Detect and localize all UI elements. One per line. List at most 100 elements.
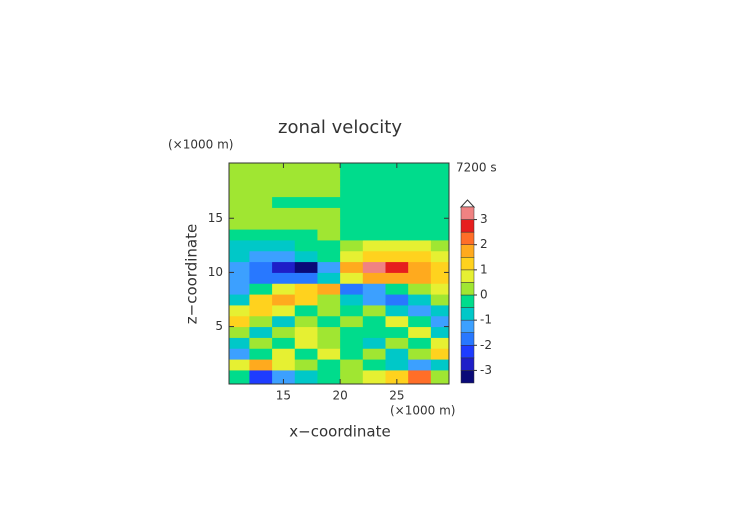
cell [229,359,250,371]
cell [229,174,250,187]
cell [430,218,449,230]
cell [362,163,386,176]
cell [385,207,409,219]
cell [317,174,341,187]
cell [385,229,409,241]
colorbar-band [460,269,475,283]
cell [408,348,432,360]
cell [249,348,273,360]
cell [430,283,449,295]
cell [249,369,273,384]
cell [294,261,318,273]
cell [249,283,273,295]
cell [229,348,250,360]
cell [317,369,341,384]
colorbar-band [460,282,475,296]
cell [362,239,386,252]
y-axis-label: z−coordinate [183,224,201,324]
cell [317,250,341,263]
cell [272,304,296,317]
cell [249,326,273,338]
cell [294,304,318,317]
cell [317,239,341,252]
cell [249,239,273,252]
cell [272,326,296,338]
cell [430,229,449,241]
cell [249,218,273,230]
cell [229,304,250,317]
cell [294,250,318,263]
cell [430,315,449,328]
cell [294,283,318,295]
cell [249,272,273,284]
cell [430,272,449,284]
colorbar-label: -3 [480,363,492,377]
cell [317,163,341,176]
cell [430,196,449,208]
cell [340,369,364,384]
cell [317,261,341,273]
cell [317,283,341,295]
cell [362,304,386,317]
cell [362,272,386,284]
colorbar-band [460,206,475,220]
cell [294,369,318,384]
cell [362,196,386,208]
cell [408,261,432,273]
cell [272,315,296,328]
cell [340,348,364,360]
cell [272,348,296,360]
cell [317,359,341,371]
colorbar-band [460,307,475,321]
cell [385,239,409,252]
chart-title: zonal velocity [278,117,402,138]
cell [229,272,250,284]
cell [408,196,432,208]
colorbar-band [460,319,475,333]
cell [362,326,386,338]
cell [272,272,296,284]
cell [385,250,409,263]
cell [385,326,409,338]
cell [229,294,250,306]
cell [340,229,364,241]
cell [385,337,409,349]
cell [317,207,341,219]
cell [340,163,364,176]
cell [385,369,409,384]
cell [408,163,432,176]
cell [272,185,296,198]
cell [249,229,273,241]
colorbar-band [460,244,475,258]
cell [340,196,364,208]
cell [362,369,386,384]
cell [362,250,386,263]
cell [408,250,432,263]
colorbar-band [460,370,475,384]
cell [229,283,250,295]
cell [362,359,386,371]
cell [340,283,364,295]
cell [272,359,296,371]
y-unit: (×1000 m) [168,138,233,152]
cell [272,261,296,273]
cell [430,185,449,198]
colorbar-band [460,345,475,359]
cell [294,337,318,349]
cell [385,218,409,230]
cell [249,207,273,219]
cell [317,326,341,338]
cell [249,185,273,198]
cell [294,185,318,198]
cell [229,207,250,219]
cell [294,239,318,252]
cell [408,359,432,371]
cell [294,207,318,219]
cell [272,369,296,384]
cell [294,315,318,328]
colorbar-band [460,219,475,233]
cell [249,261,273,273]
cell [317,315,341,328]
y-tick-label: 10 [208,265,223,279]
cell [229,196,250,208]
